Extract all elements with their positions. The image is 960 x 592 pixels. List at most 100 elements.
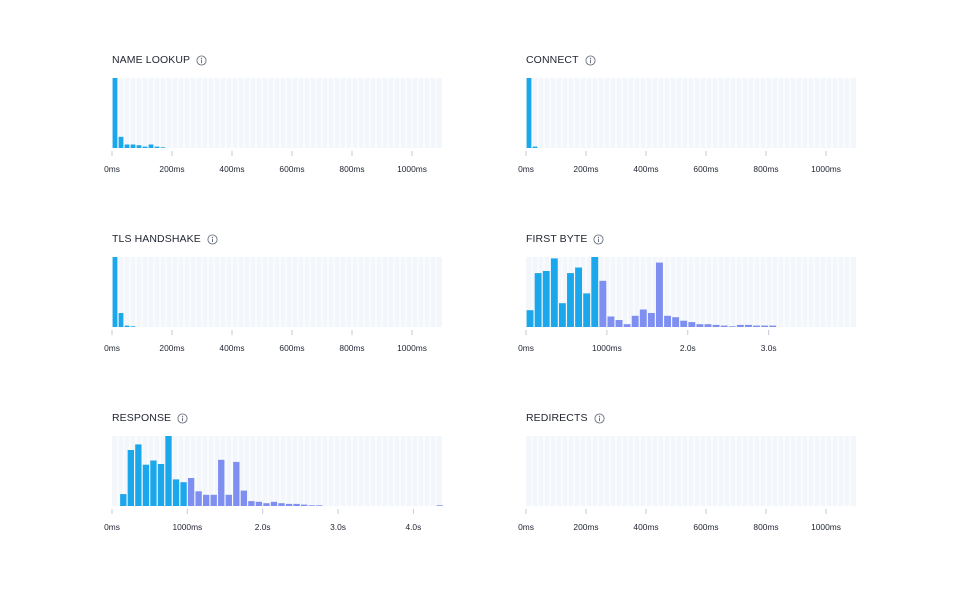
histogram-bar <box>120 494 127 506</box>
histogram-bar <box>263 503 270 506</box>
histogram-bar <box>639 309 647 327</box>
histogram-bar <box>148 144 154 148</box>
x-tick-label: 0ms <box>104 522 120 532</box>
histogram-redirects: 0ms 200ms 400ms 600ms 800ms 1000ms <box>518 436 856 532</box>
histogram-bar <box>112 78 118 148</box>
histogram-bar <box>696 324 704 327</box>
info-icon[interactable] <box>196 54 207 66</box>
histogram-bar <box>248 501 255 506</box>
x-tick-label: 800ms <box>339 343 364 353</box>
x-tick-label: 1000ms <box>811 164 841 174</box>
panel-first-byte: FIRST BYTE 0ms 1000ms 2.0s 3.0s <box>518 232 856 372</box>
histogram-bar <box>712 324 720 327</box>
histogram-first-byte: 0ms 1000ms 2.0s 3.0s <box>518 257 856 353</box>
histogram-bar <box>575 267 583 327</box>
panel-title: NAME LOOKUP <box>112 54 191 66</box>
panel-title-row: TLS HANDSHAKE <box>112 232 218 246</box>
x-tick-label: 1000ms <box>172 522 202 532</box>
histogram-bar <box>270 501 278 506</box>
histogram-bar <box>180 482 187 506</box>
histogram-connect: 0ms 200ms 400ms 600ms 800ms 1000ms <box>518 78 856 174</box>
x-tick-label: 200ms <box>573 164 598 174</box>
x-tick-label: 1000ms <box>811 522 841 532</box>
histogram-bar <box>233 461 240 506</box>
x-tick-label: 200ms <box>159 164 184 174</box>
x-tick-label: 1000ms <box>397 343 427 353</box>
histogram-bar <box>647 313 655 327</box>
panel-title: REDIRECTS <box>526 412 588 424</box>
histogram-bar <box>736 324 744 327</box>
histogram-bar <box>591 257 599 327</box>
info-icon[interactable] <box>177 412 188 424</box>
histogram-bar <box>293 503 300 506</box>
info-icon[interactable] <box>207 233 218 245</box>
histogram-bar <box>130 144 136 148</box>
histogram-bar <box>300 504 308 506</box>
histogram-bar <box>187 478 195 506</box>
histogram-bar <box>567 273 574 327</box>
histogram-bar <box>225 494 232 506</box>
panel-title: CONNECT <box>526 54 579 66</box>
x-tick-label: 1000ms <box>592 343 622 353</box>
plot-background <box>112 257 442 327</box>
info-icon[interactable] <box>585 54 596 66</box>
histogram-bar <box>278 503 285 506</box>
histogram-bar <box>118 136 124 148</box>
histogram-bar <box>195 491 202 506</box>
histogram-bar <box>240 490 248 506</box>
histogram-bar <box>136 145 142 148</box>
histogram-bar <box>157 464 165 506</box>
histogram-bar <box>160 147 166 148</box>
histogram-bar <box>558 303 566 327</box>
histogram-bar <box>165 436 172 506</box>
panel-name-lookup: NAME LOOKUP 0ms 200ms 400ms 600ms 800ms 1000m… <box>104 53 442 193</box>
histogram-tls-handshake: 0ms 200ms 400ms 600ms 800ms 1000ms <box>104 257 442 353</box>
histogram-bar <box>526 310 534 327</box>
panel-redirects: REDIRECTS 0ms 200ms 400ms 600ms 800ms 1000ms <box>518 411 856 551</box>
histogram-bar <box>255 501 263 506</box>
info-icon[interactable] <box>594 412 605 424</box>
panel-title: TLS HANDSHAKE <box>112 233 201 245</box>
histogram-bar <box>154 146 160 148</box>
histogram-bar <box>704 324 712 327</box>
panel-connect: CONNECT 0ms 200ms 400ms 600ms 800ms 1000ms <box>518 53 856 193</box>
histogram-bar <box>599 280 607 327</box>
histogram-bar <box>542 271 550 327</box>
x-tick-label: 4.0s <box>405 522 421 532</box>
histogram-bar <box>607 316 615 327</box>
x-tick-label: 2.0s <box>680 343 696 353</box>
histogram-bar <box>583 293 591 327</box>
x-tick-label: 0ms <box>104 343 120 353</box>
histogram-bar <box>142 146 148 148</box>
histogram-bar <box>210 494 217 506</box>
histogram-bar <box>118 313 124 327</box>
panel-title-row: FIRST BYTE <box>526 232 605 246</box>
x-tick-label: 600ms <box>693 164 718 174</box>
histogram-bar <box>534 273 542 327</box>
panel-tls-handshake: TLS HANDSHAKE 0ms 200ms 400ms 600ms 800ms 100… <box>104 232 442 372</box>
histogram-bar <box>218 459 225 506</box>
x-tick-label: 1000ms <box>397 164 427 174</box>
x-tick-label: 800ms <box>753 522 778 532</box>
histogram-bar <box>127 450 135 506</box>
histogram-bar <box>532 146 538 148</box>
x-tick-label: 800ms <box>753 164 778 174</box>
x-tick-label: 200ms <box>573 522 598 532</box>
histogram-bar <box>680 320 688 327</box>
x-tick-label: 600ms <box>279 164 304 174</box>
x-tick-label: 400ms <box>633 164 658 174</box>
x-tick-label: 400ms <box>219 164 244 174</box>
info-icon[interactable] <box>593 233 605 245</box>
plot-background <box>526 78 856 148</box>
histogram-bar <box>615 320 623 327</box>
histogram-bar <box>728 326 736 327</box>
histogram-bar <box>720 325 728 327</box>
histogram-bar <box>672 317 680 327</box>
histogram-bar <box>769 325 777 327</box>
x-tick-label: 200ms <box>159 343 184 353</box>
histogram-bar <box>753 325 760 327</box>
x-tick-label: 3.0s <box>761 343 777 353</box>
panel-title: FIRST BYTE <box>526 233 588 245</box>
histogram-name-lookup: 0ms 200ms 400ms 600ms 800ms 1000ms <box>104 78 442 174</box>
panel-title: RESPONSE <box>112 412 172 424</box>
